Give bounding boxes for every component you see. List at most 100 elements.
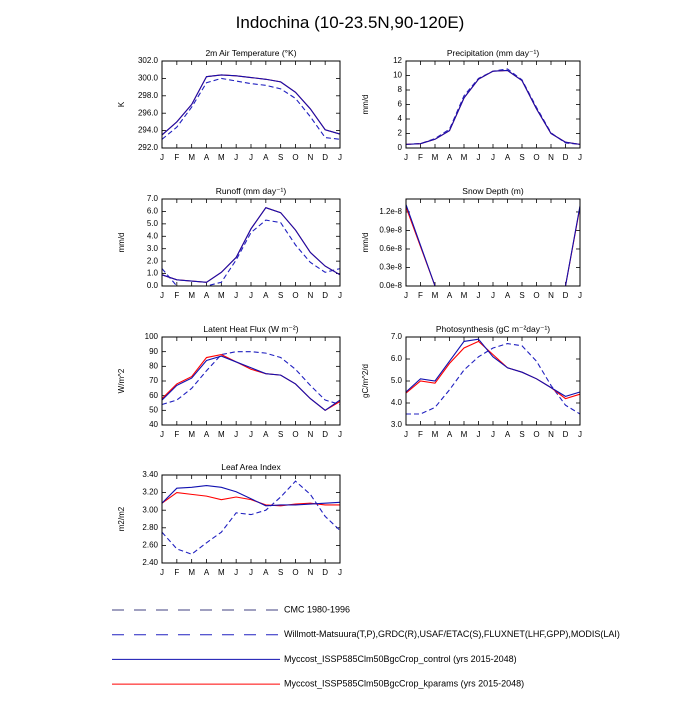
x-tick-label: J	[234, 430, 238, 439]
y-tick-label: 5.0	[147, 219, 159, 228]
x-tick-label: A	[204, 568, 210, 577]
x-tick-label: A	[505, 153, 511, 162]
y-tick-label: 294.0	[138, 126, 159, 135]
y-tick-label: 6	[398, 100, 403, 109]
x-tick-label: A	[204, 430, 210, 439]
y-axis-label: W/m^2	[117, 368, 126, 393]
y-tick-label: 2.80	[142, 523, 158, 532]
x-tick-label: F	[174, 430, 179, 439]
x-tick-label: D	[322, 430, 328, 439]
x-tick-label: M	[188, 568, 195, 577]
y-tick-label: 2.0	[147, 256, 159, 265]
x-tick-label: J	[578, 153, 582, 162]
y-tick-label: 3.0	[391, 420, 403, 429]
x-tick-label: J	[160, 568, 164, 577]
x-tick-label: J	[249, 291, 253, 300]
plot-frame	[161, 474, 341, 564]
x-tick-label: J	[578, 430, 582, 439]
y-axis-label: mm/d	[361, 233, 370, 253]
x-tick-label: J	[477, 291, 481, 300]
x-tick-label: S	[519, 430, 524, 439]
y-tick-label: 4.0	[147, 231, 159, 240]
x-tick-label: A	[505, 430, 511, 439]
y-tick-label: 296.0	[138, 108, 159, 117]
x-tick-label: M	[188, 291, 195, 300]
x-tick-label: J	[160, 291, 164, 300]
x-tick-label: F	[174, 568, 179, 577]
x-tick-label: O	[533, 153, 539, 162]
x-tick-label: N	[548, 291, 554, 300]
x-tick-label: A	[263, 430, 269, 439]
y-tick-label: 2	[398, 129, 403, 138]
x-tick-label: S	[519, 153, 524, 162]
y-tick-label: 0.0	[147, 281, 159, 290]
x-tick-label: M	[461, 430, 468, 439]
x-tick-label: M	[461, 291, 468, 300]
y-axis-label: mm/d	[361, 95, 370, 115]
x-tick-label: N	[548, 153, 554, 162]
x-tick-label: J	[160, 153, 164, 162]
series-line	[161, 354, 341, 411]
y-tick-label: 2.40	[142, 558, 158, 567]
y-tick-label: 100	[145, 332, 159, 341]
plot-frame	[405, 336, 581, 426]
series-line	[405, 69, 581, 145]
x-tick-label: J	[249, 568, 253, 577]
y-tick-label: 90	[149, 347, 158, 356]
y-tick-label: 50	[149, 405, 158, 414]
plot-frame	[405, 198, 581, 287]
x-tick-label: D	[322, 568, 328, 577]
y-tick-label: 4	[398, 114, 403, 123]
x-tick-label: N	[307, 291, 313, 300]
y-tick-label: 8	[398, 85, 403, 94]
x-tick-label: J	[404, 291, 408, 300]
x-tick-label: J	[249, 430, 253, 439]
y-tick-label: 10	[393, 71, 402, 80]
x-tick-label: J	[234, 291, 238, 300]
series-line	[161, 207, 341, 283]
x-tick-label: A	[263, 153, 269, 162]
series-line	[161, 480, 341, 555]
x-tick-label: A	[447, 153, 453, 162]
x-tick-label: J	[338, 153, 342, 162]
x-tick-label: F	[418, 430, 423, 439]
series-line	[405, 204, 581, 287]
x-tick-label: F	[174, 153, 179, 162]
x-tick-label: J	[404, 153, 408, 162]
y-tick-label: 12	[393, 56, 402, 65]
panel-title: 2m Air Temperature (°K)	[205, 48, 296, 58]
y-tick-label: 300.0	[138, 74, 159, 83]
series-line	[161, 351, 341, 405]
x-tick-label: S	[278, 291, 283, 300]
y-tick-label: 3.20	[142, 488, 158, 497]
series-line	[405, 68, 581, 145]
y-axis-label: m2/m2	[117, 506, 126, 531]
x-tick-label: J	[491, 153, 495, 162]
y-tick-label: 40	[149, 420, 158, 429]
y-tick-label: 292.0	[138, 143, 159, 152]
x-tick-label: S	[278, 430, 283, 439]
legend-label: CMC 1980-1996	[284, 604, 350, 614]
y-tick-label: 1.0	[147, 269, 159, 278]
x-tick-label: A	[204, 291, 210, 300]
y-tick-label: 6.0	[391, 354, 403, 363]
x-tick-label: J	[338, 430, 342, 439]
x-tick-label: O	[533, 291, 539, 300]
y-tick-label: 1.2e-8	[379, 207, 402, 216]
x-tick-label: A	[204, 153, 210, 162]
x-tick-label: M	[218, 153, 225, 162]
plot-frame	[161, 198, 341, 287]
x-tick-label: J	[160, 430, 164, 439]
x-tick-label: A	[263, 568, 269, 577]
x-tick-label: J	[404, 430, 408, 439]
y-tick-label: 298.0	[138, 91, 159, 100]
y-tick-label: 7.0	[391, 332, 403, 341]
y-tick-label: 5.0	[391, 376, 403, 385]
x-tick-label: J	[338, 568, 342, 577]
x-tick-label: J	[491, 291, 495, 300]
panel-title: Snow Depth (m)	[462, 186, 524, 196]
x-tick-label: D	[322, 153, 328, 162]
x-tick-label: N	[307, 568, 313, 577]
x-tick-label: N	[307, 153, 313, 162]
x-tick-label: O	[292, 291, 298, 300]
